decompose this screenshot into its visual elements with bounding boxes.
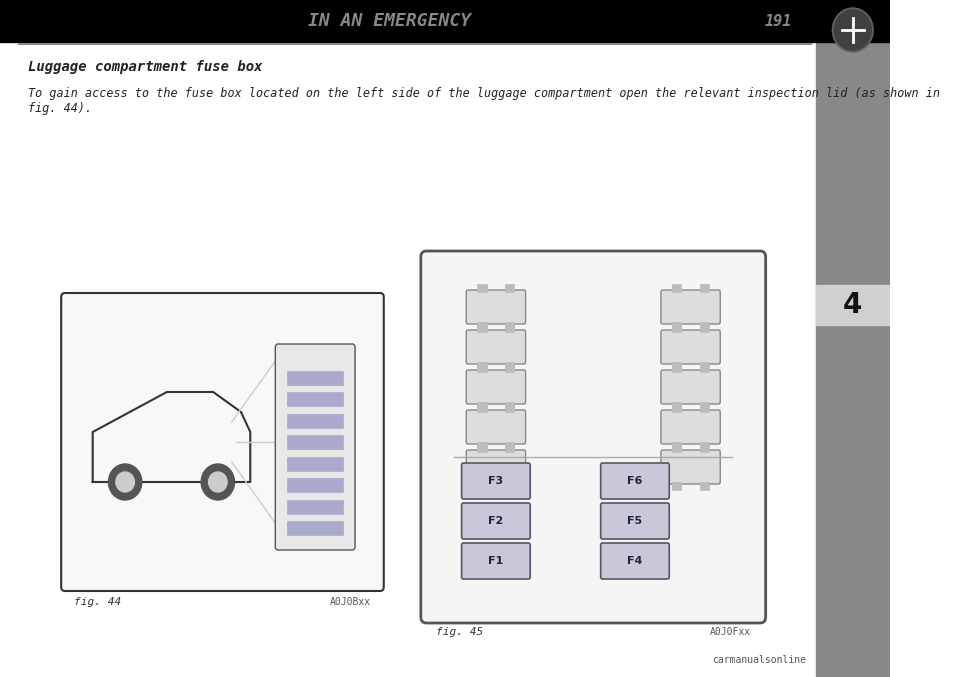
Bar (672, 404, 682, 412)
Bar (672, 442, 682, 450)
FancyBboxPatch shape (462, 543, 530, 579)
Text: F6: F6 (627, 476, 642, 486)
Bar (700, 364, 709, 372)
FancyBboxPatch shape (660, 330, 720, 364)
Circle shape (832, 8, 874, 52)
FancyBboxPatch shape (467, 410, 525, 444)
FancyBboxPatch shape (61, 293, 384, 591)
Bar (672, 324, 682, 332)
Bar (505, 404, 515, 412)
Bar (700, 324, 709, 332)
Bar (477, 482, 487, 490)
Bar (505, 284, 515, 292)
Circle shape (202, 464, 234, 500)
Bar (700, 444, 709, 452)
Text: 4: 4 (843, 290, 862, 319)
Bar (287, 500, 343, 514)
FancyBboxPatch shape (462, 463, 530, 499)
Bar (477, 444, 487, 452)
Bar (505, 442, 515, 450)
Bar (505, 364, 515, 372)
Bar (672, 444, 682, 452)
Text: To gain access to the fuse box located on the left side of the luggage compartme: To gain access to the fuse box located o… (28, 87, 940, 115)
FancyBboxPatch shape (601, 543, 669, 579)
FancyBboxPatch shape (462, 503, 530, 539)
Text: F4: F4 (627, 556, 642, 566)
Bar (477, 322, 487, 330)
Bar (700, 442, 709, 450)
FancyBboxPatch shape (276, 344, 355, 550)
Bar (287, 371, 343, 385)
Text: carmanualsonline: carmanualsonline (712, 655, 806, 665)
Bar (816, 284, 890, 325)
Circle shape (108, 464, 142, 500)
FancyBboxPatch shape (467, 370, 525, 404)
FancyBboxPatch shape (420, 251, 766, 623)
Circle shape (208, 472, 228, 492)
FancyBboxPatch shape (467, 290, 525, 324)
Bar (287, 457, 343, 471)
Text: 191: 191 (765, 14, 792, 28)
Bar (700, 362, 709, 370)
Text: fig. 44: fig. 44 (74, 597, 121, 607)
Bar (287, 414, 343, 428)
Circle shape (834, 10, 872, 50)
FancyBboxPatch shape (660, 290, 720, 324)
FancyBboxPatch shape (467, 330, 525, 364)
Text: A0J0Bxx: A0J0Bxx (329, 597, 371, 607)
FancyBboxPatch shape (660, 450, 720, 484)
Text: F3: F3 (489, 476, 503, 486)
Circle shape (116, 472, 134, 492)
Bar (672, 362, 682, 370)
Bar (477, 284, 487, 292)
Bar (477, 442, 487, 450)
Bar (505, 402, 515, 410)
Bar (287, 478, 343, 492)
Bar (477, 362, 487, 370)
Bar (700, 482, 709, 490)
Bar (287, 521, 343, 535)
Text: F2: F2 (489, 516, 504, 526)
Text: F5: F5 (628, 516, 642, 526)
Bar (672, 284, 682, 292)
Bar (700, 322, 709, 330)
Text: A0J0Fxx: A0J0Fxx (709, 627, 751, 637)
FancyBboxPatch shape (467, 450, 525, 484)
FancyBboxPatch shape (601, 503, 669, 539)
Bar (672, 402, 682, 410)
FancyBboxPatch shape (601, 463, 669, 499)
Bar (505, 362, 515, 370)
Bar (287, 393, 343, 406)
FancyBboxPatch shape (660, 370, 720, 404)
Bar (700, 284, 709, 292)
Text: F1: F1 (489, 556, 504, 566)
Bar (672, 364, 682, 372)
Bar (672, 322, 682, 330)
Bar (0, 0, 890, 42)
Bar (477, 364, 487, 372)
Bar (287, 435, 343, 450)
Bar (505, 324, 515, 332)
Bar (672, 482, 682, 490)
Text: fig. 45: fig. 45 (436, 627, 483, 637)
Bar (477, 402, 487, 410)
Bar (505, 482, 515, 490)
Bar (816, 0, 890, 677)
Text: IN AN EMERGENCY: IN AN EMERGENCY (308, 12, 471, 30)
FancyBboxPatch shape (660, 410, 720, 444)
Text: Luggage compartment fuse box: Luggage compartment fuse box (28, 60, 262, 74)
Bar (505, 322, 515, 330)
Bar (700, 402, 709, 410)
Bar (477, 324, 487, 332)
Bar (477, 404, 487, 412)
Bar (505, 444, 515, 452)
Bar (700, 404, 709, 412)
